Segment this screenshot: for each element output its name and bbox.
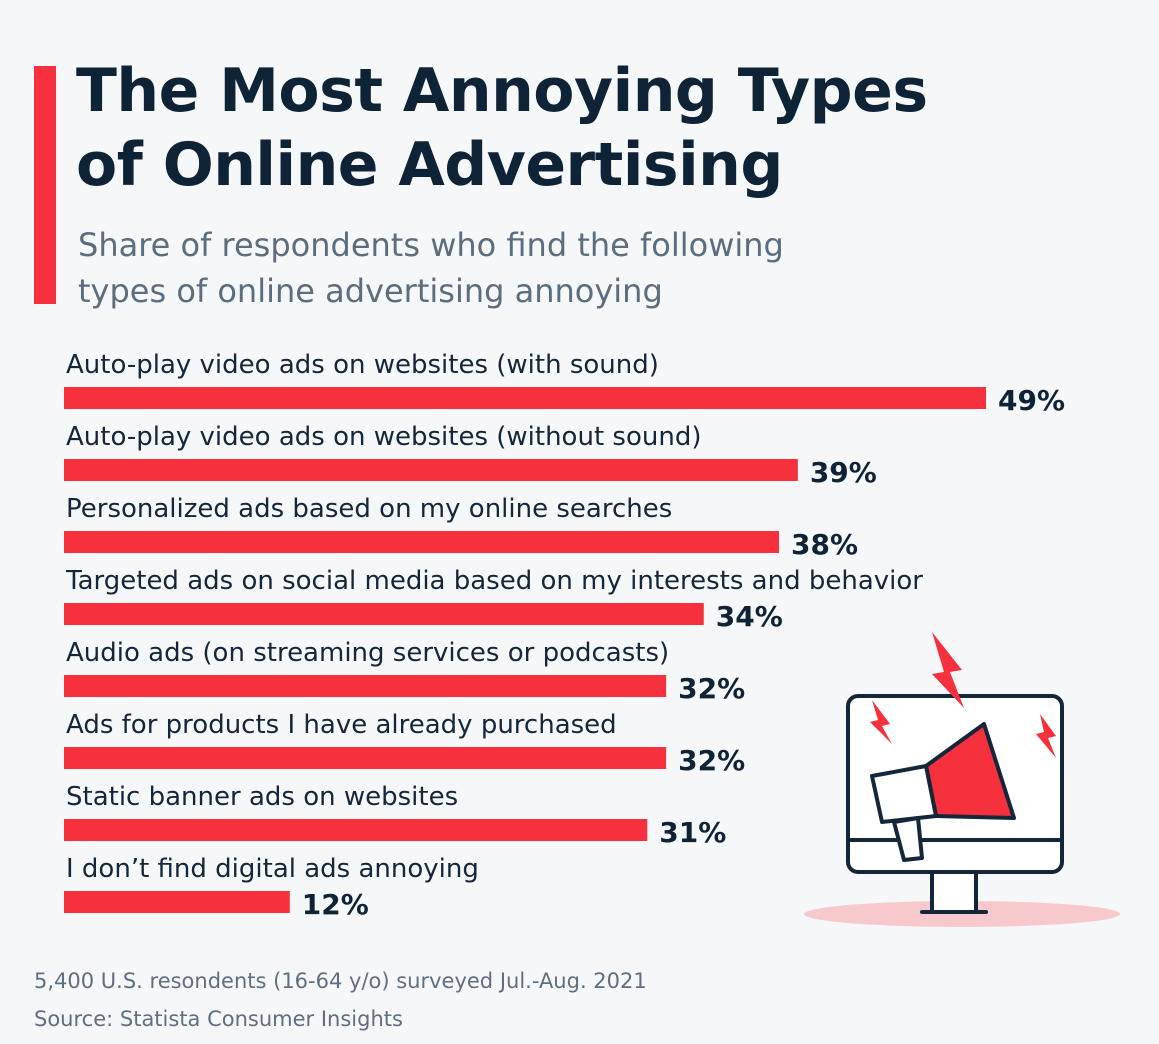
source-note: Source: Statista Consumer Insights: [34, 1007, 403, 1031]
monitor-megaphone-icon: [804, 632, 1120, 927]
bar: [64, 819, 648, 841]
value-label: 31%: [659, 816, 726, 849]
bar: [64, 891, 290, 913]
value-label: 32%: [678, 672, 745, 705]
bar: [64, 387, 986, 409]
value-label: 34%: [716, 600, 783, 633]
chart-subtitle-line-2: types of online advertising annoying: [78, 272, 663, 310]
bar: [64, 459, 798, 481]
survey-note: 5,400 U.S. resondents (16-64 y/o) survey…: [34, 969, 647, 993]
value-label: 38%: [791, 528, 858, 561]
bar: [64, 531, 780, 553]
value-label: 12%: [302, 888, 369, 921]
chart-subtitle-line-1: Share of respondents who find the follow…: [78, 226, 784, 264]
category-label: Auto-play video ads on websites (without…: [66, 422, 701, 452]
title-accent-bar: [34, 66, 56, 304]
category-label: Targeted ads on social media based on my…: [65, 566, 923, 596]
category-label: Personalized ads based on my online sear…: [66, 494, 672, 524]
category-label: Audio ads (on streaming services or podc…: [66, 638, 669, 668]
bar: [64, 675, 667, 697]
category-label: Ads for products I have already purchase…: [66, 710, 617, 740]
lightning-icon-top: [932, 632, 964, 708]
category-label: Auto-play video ads on websites (with so…: [66, 350, 659, 380]
monitor-stand: [930, 868, 978, 914]
category-label: Static banner ads on websites: [66, 782, 458, 812]
megaphone-handle: [892, 816, 924, 862]
chart-footer: 5,400 U.S. resondents (16-64 y/o) survey…: [34, 962, 647, 1038]
megaphone-mouthpiece: [870, 764, 938, 824]
category-label: I don’t find digital ads annoying: [66, 854, 479, 884]
value-label: 49%: [998, 384, 1065, 417]
bar: [64, 747, 667, 769]
value-label: 39%: [810, 456, 877, 489]
chart-title-line-1: The Most Annoying Types: [76, 56, 928, 126]
lightning-icon-left: [870, 700, 892, 744]
value-label: 32%: [678, 744, 745, 777]
chart-subtitle: Share of respondents who find the follow…: [78, 222, 784, 314]
lightning-icon-right: [1036, 714, 1056, 758]
chart-title-line-2: of Online Advertising: [76, 130, 783, 200]
bar: [64, 603, 704, 625]
chart-title: The Most Annoying Types of Online Advert…: [76, 54, 928, 202]
